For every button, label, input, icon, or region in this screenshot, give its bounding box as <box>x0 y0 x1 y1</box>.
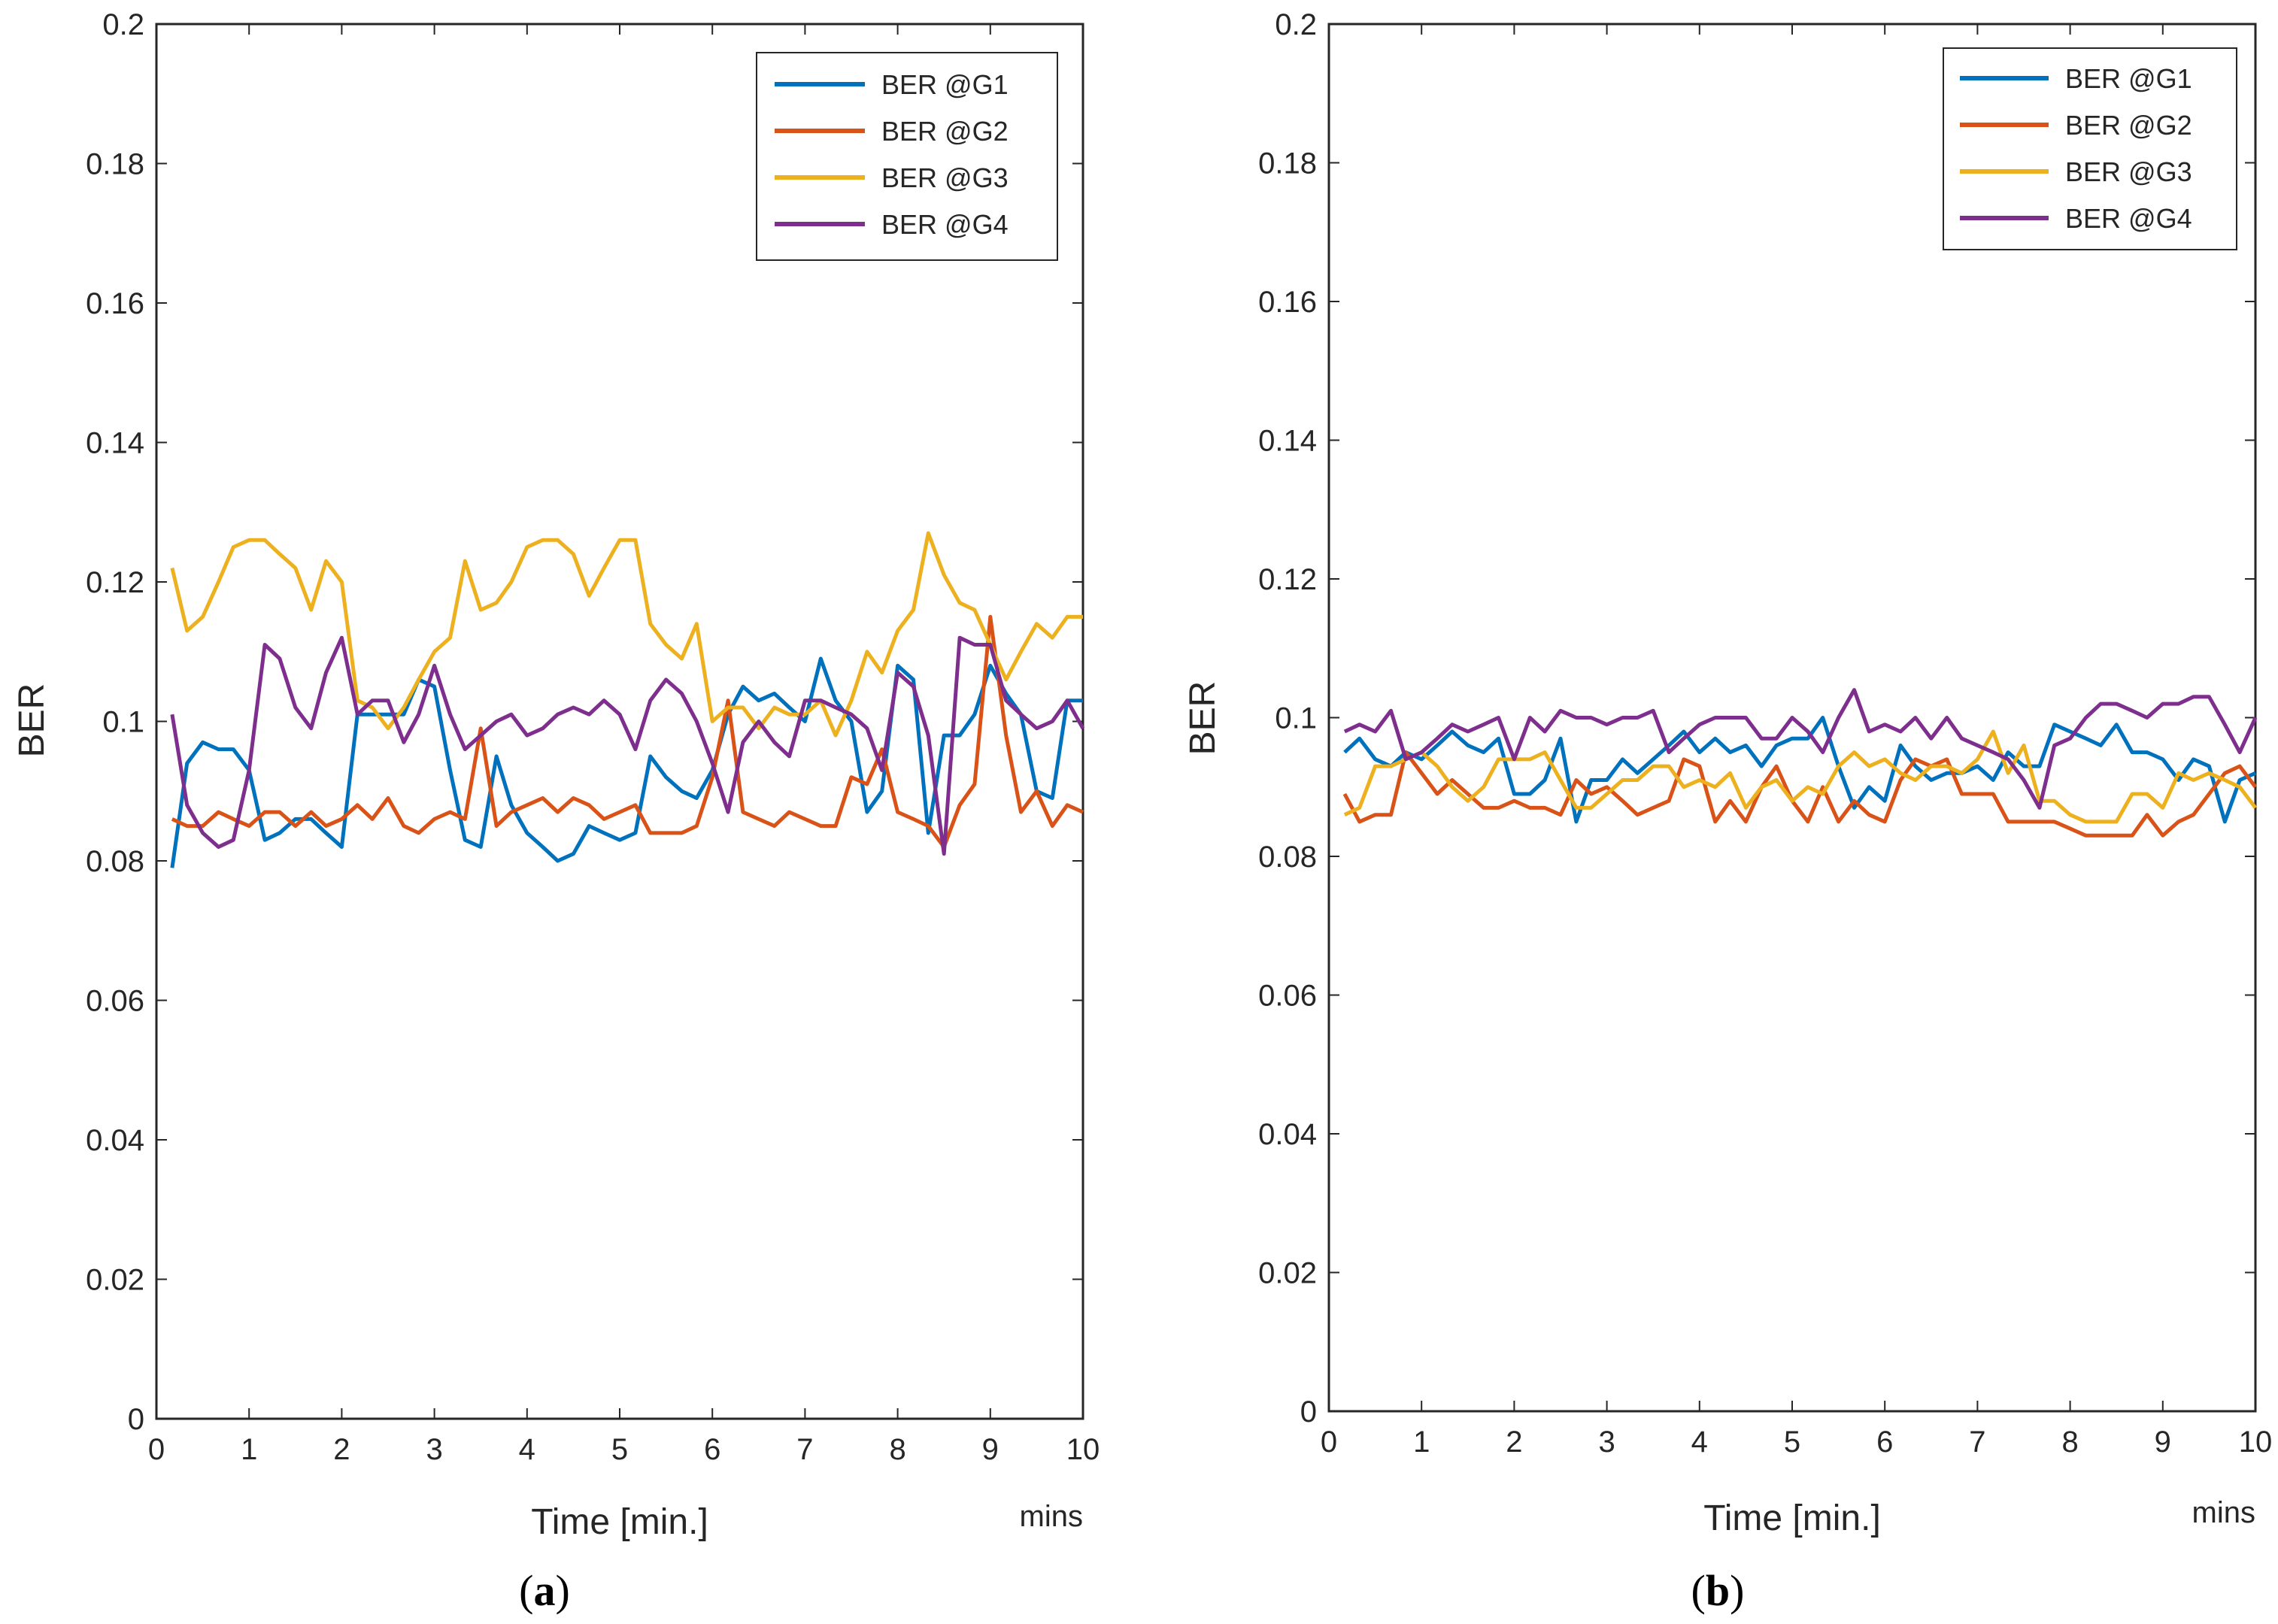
y-tick-label: 0.18 <box>86 148 144 181</box>
x-tick-label: 2 <box>333 1433 350 1466</box>
x-axis-ticks: 0 1 2 3 4 5 6 7 8 9 10 <box>1321 24 2272 1459</box>
series-line-g1 <box>1343 716 2257 824</box>
series-line-g3 <box>1343 729 2257 824</box>
x-tick-label: 2 <box>1506 1426 1522 1459</box>
x-tick-label: 8 <box>2061 1426 2078 1459</box>
x-tick-label: 1 <box>1413 1426 1430 1459</box>
series-line-g4 <box>1343 688 2258 810</box>
y-tick-label: 0 <box>1300 1395 1317 1429</box>
legend-label-g1: BER @G1 <box>881 69 1009 100</box>
x-tick-label: 7 <box>1969 1426 1985 1459</box>
y-axis-ticks: 0 0.02 0.04 0.06 0.08 0.1 0.12 0.14 0.16 0.18 0.2 <box>1258 8 2255 1429</box>
y-tick-label: 0.04 <box>1258 1118 1317 1151</box>
x-tick-label: 0 <box>148 1433 165 1466</box>
chart-panel-a: 00.020.040.060.080.10.120.140.160.180.2 … <box>12 8 1100 1615</box>
x-tick-label: 6 <box>1876 1426 1893 1459</box>
y-tick-label: 0.12 <box>86 566 144 599</box>
x-tick-label: 3 <box>1598 1426 1615 1459</box>
series-lines <box>1342 688 2258 838</box>
series-line-g3 <box>170 531 1083 738</box>
x-unit-note: mins <box>2192 1496 2255 1529</box>
legend-label-g1: BER @G1 <box>2065 63 2192 94</box>
y-tick-label: 0.14 <box>86 427 144 460</box>
legend-label-g4: BER @G4 <box>881 209 1009 240</box>
x-axis-label: Time [min.] <box>531 1502 708 1542</box>
y-tick-label: 0.06 <box>1258 980 1317 1013</box>
series-line-g1 <box>170 656 1083 868</box>
legend-label-g2: BER @G2 <box>2065 110 2192 141</box>
caption-close: ) <box>1730 1566 1744 1615</box>
legend-label-g3: BER @G3 <box>2065 156 2192 187</box>
caption-letter: b <box>1706 1566 1730 1615</box>
y-tick-label: 0.16 <box>1258 286 1317 319</box>
x-tick-label: 4 <box>1691 1426 1708 1459</box>
series-line-g2 <box>1342 750 2257 838</box>
series-line-g2 <box>171 614 1084 849</box>
y-tick-label: 0.12 <box>1258 563 1317 596</box>
y-axis-label: BER <box>12 683 52 758</box>
series-lines <box>170 531 1085 868</box>
x-tick-label: 10 <box>2239 1426 2273 1459</box>
panel-caption: (a) <box>519 1566 570 1615</box>
x-unit-note: mins <box>1020 1500 1083 1533</box>
caption-letter: a <box>534 1566 556 1615</box>
caption-open: ( <box>519 1566 533 1615</box>
x-tick-label: 4 <box>519 1433 535 1466</box>
x-tick-label: 5 <box>1784 1426 1800 1459</box>
legend-label-g3: BER @G3 <box>881 162 1009 193</box>
y-tick-label: 0.16 <box>86 287 144 320</box>
x-tick-label: 10 <box>1066 1433 1100 1466</box>
y-axis-ticks: 0 0.02 0.04 0.06 0.08 0.1 0.12 0.14 0.16 0.18 0.2 <box>86 8 1083 1436</box>
y-tick-label: 0.2 <box>102 8 144 41</box>
x-tick-label: 8 <box>889 1433 905 1466</box>
legend: BER @G1 BER @G2 BER @G3 BER @G4 <box>756 52 1058 261</box>
series-line-g4 <box>170 635 1085 856</box>
y-tick-label: 0.08 <box>86 845 144 878</box>
x-axis-label: Time [min.] <box>1703 1498 1881 1538</box>
caption-open: ( <box>1691 1566 1706 1615</box>
legend: BER @G1 BER @G2 BER @G3 BER @G4 <box>1943 47 2237 250</box>
x-tick-label: 3 <box>426 1433 442 1466</box>
x-tick-label: 6 <box>704 1433 720 1466</box>
y-tick-label: 0.08 <box>1258 841 1317 874</box>
chart-panel-b: 00.020.040.060.080.10.120.140.160.180.2 … <box>1183 8 2272 1615</box>
legend-label-g4: BER @G4 <box>2065 203 2192 234</box>
x-tick-label: 9 <box>982 1433 999 1466</box>
y-tick-label: 0.2 <box>1275 8 1317 41</box>
y-tick-label: 0.1 <box>102 706 144 739</box>
caption-close: ) <box>556 1566 570 1615</box>
x-tick-label: 0 <box>1321 1426 1337 1459</box>
y-tick-label: 0.1 <box>1275 702 1317 735</box>
y-tick-label: 0.18 <box>1258 147 1317 180</box>
x-axis-ticks: 0 1 2 3 4 5 6 7 8 9 10 <box>148 24 1100 1466</box>
x-tick-label: 9 <box>2155 1426 2171 1459</box>
x-tick-label: 5 <box>611 1433 628 1466</box>
y-tick-label: 0.02 <box>86 1264 144 1297</box>
x-tick-label: 7 <box>796 1433 813 1466</box>
y-axis-label: BER <box>1183 681 1223 756</box>
y-tick-label: 0.06 <box>86 985 144 1018</box>
panel-caption: (b) <box>1691 1566 1745 1615</box>
legend-label-g2: BER @G2 <box>881 116 1009 147</box>
x-tick-label: 1 <box>241 1433 257 1466</box>
y-tick-label: 0.14 <box>1258 425 1317 458</box>
y-tick-label: 0.04 <box>86 1124 144 1157</box>
y-tick-label: 0 <box>128 1403 144 1436</box>
y-tick-label: 0.02 <box>1258 1257 1317 1290</box>
